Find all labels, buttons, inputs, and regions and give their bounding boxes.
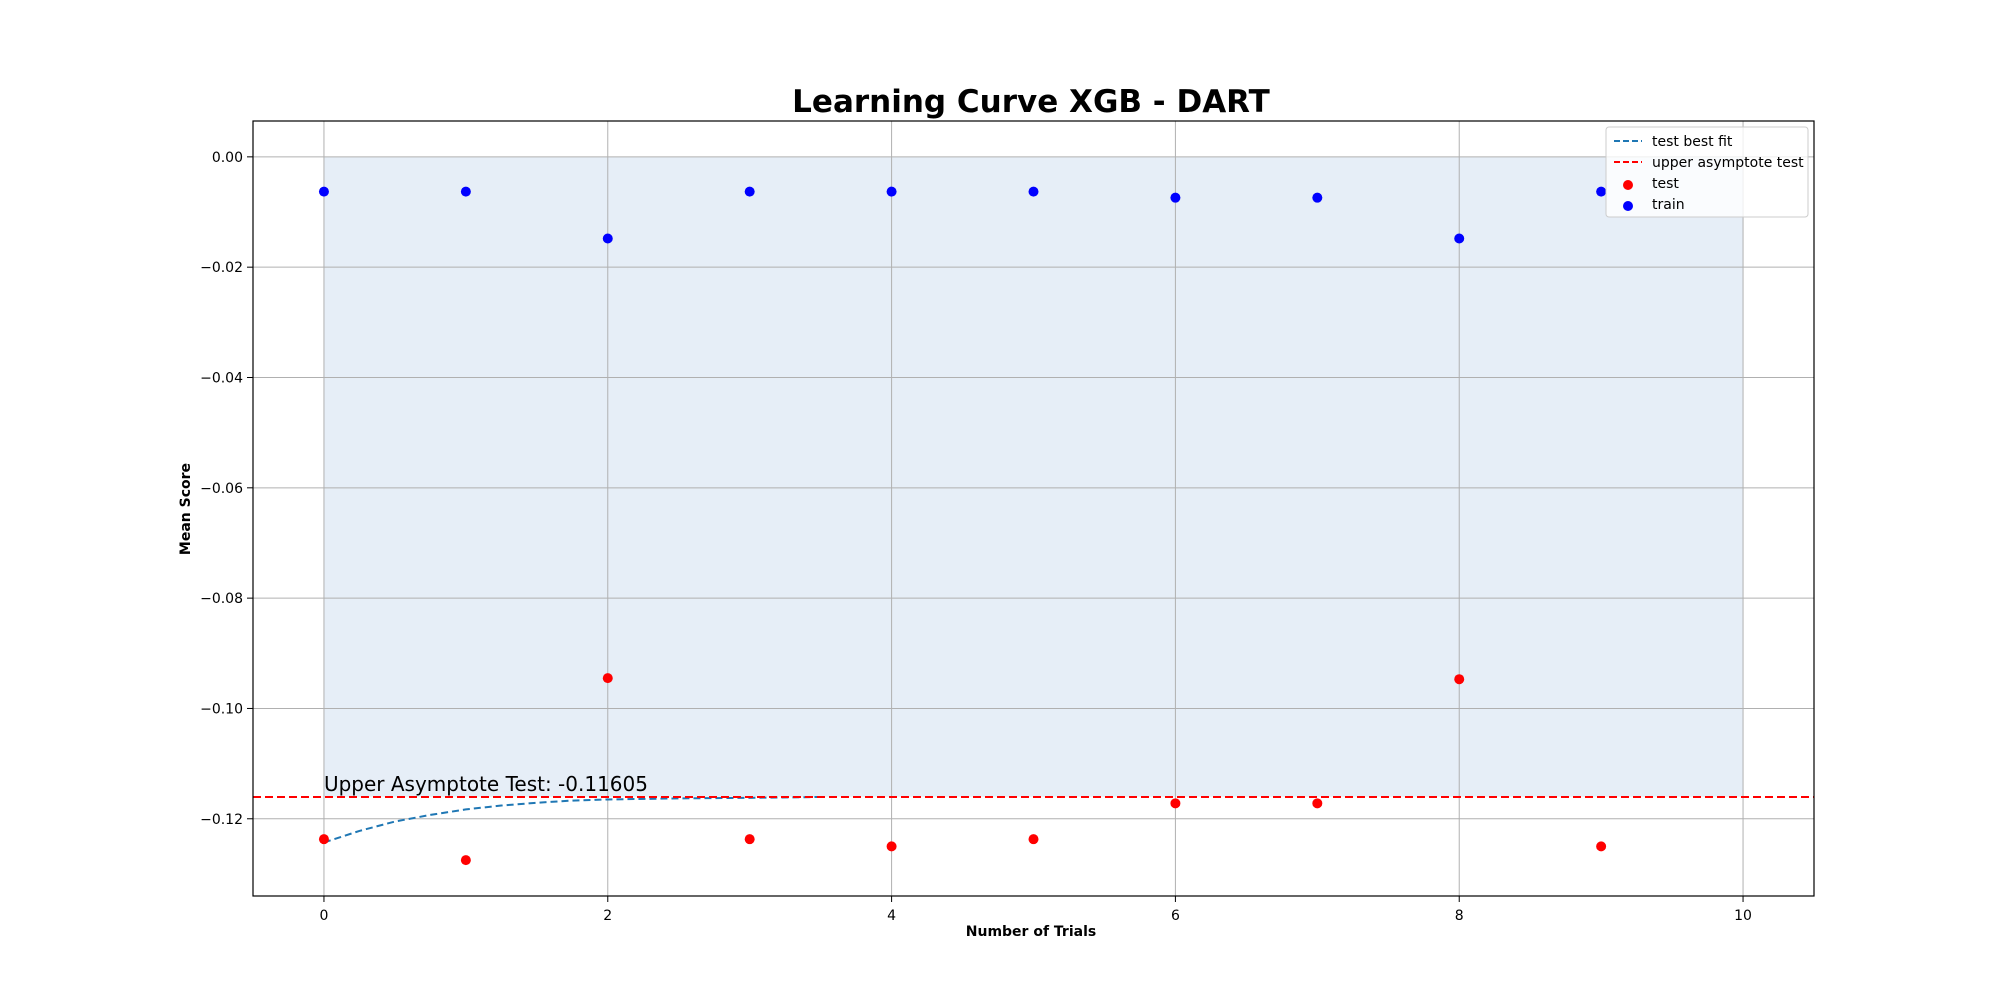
point-train-3 xyxy=(744,186,755,197)
x-tick-label-5: 10 xyxy=(1734,908,1752,924)
legend-box xyxy=(1605,126,1809,218)
x-tick-label-3: 6 xyxy=(1171,908,1180,924)
legend-label-train: train xyxy=(1652,197,1685,213)
point-train-8 xyxy=(1454,233,1465,244)
x-tick-label-4: 8 xyxy=(1455,908,1464,924)
y-tick-label-1: −0.02 xyxy=(200,260,243,276)
legend-label-test: test xyxy=(1652,176,1679,192)
point-test-3 xyxy=(744,834,755,845)
point-test-9 xyxy=(1596,841,1607,852)
point-train-5 xyxy=(1028,186,1039,197)
y-axis-label: Mean Score xyxy=(178,463,194,555)
point-train-9 xyxy=(1596,186,1607,197)
point-test-4 xyxy=(886,841,897,852)
chart-title: Learning Curve XGB - DART xyxy=(792,84,1270,120)
y-tick-label-2: −0.04 xyxy=(200,370,243,386)
annotation-0: Upper Asymptote Test: -0.11605 xyxy=(324,772,648,796)
point-test-1 xyxy=(460,855,471,866)
x-tick-label-1: 2 xyxy=(603,908,612,924)
point-train-6 xyxy=(1170,192,1181,203)
x-axis-label: Number of Trials xyxy=(966,924,1096,940)
point-test-5 xyxy=(1028,834,1039,845)
y-tick-label-5: −0.10 xyxy=(200,701,243,717)
axes-frame xyxy=(252,120,1815,897)
point-test-7 xyxy=(1312,798,1323,809)
point-train-7 xyxy=(1312,192,1323,203)
legend-swatch-test xyxy=(1623,180,1633,190)
y-tick-label-4: −0.08 xyxy=(200,591,243,607)
legend-label-upper-asymptote-test: upper asymptote test xyxy=(1652,155,1804,171)
x-tick-label-0: 0 xyxy=(319,908,328,924)
plot-area: Upper Asymptote Test: -0.11605 0 2 4 6 8 10 0.0… xyxy=(200,120,1815,924)
y-tick-label-3: −0.06 xyxy=(200,481,243,497)
point-test-2 xyxy=(602,673,613,684)
point-train-1 xyxy=(460,186,471,197)
legend: test best fit upper asymptote test test tra… xyxy=(1605,126,1809,218)
point-train-4 xyxy=(886,186,897,197)
x-tick-label-2: 4 xyxy=(887,908,896,924)
point-train-0 xyxy=(318,186,329,197)
point-test-0 xyxy=(318,834,329,845)
point-test-8 xyxy=(1454,674,1465,685)
legend-label-test-best-fit: test best fit xyxy=(1652,134,1733,150)
legend-swatch-train xyxy=(1623,201,1633,211)
point-test-6 xyxy=(1170,798,1181,809)
shaded-region xyxy=(323,156,1744,797)
y-tick-label-6: −0.12 xyxy=(200,812,243,828)
series-test-best-fit-line xyxy=(323,795,821,844)
y-tick-label-0: 0.00 xyxy=(212,150,243,166)
point-train-2 xyxy=(602,233,613,244)
